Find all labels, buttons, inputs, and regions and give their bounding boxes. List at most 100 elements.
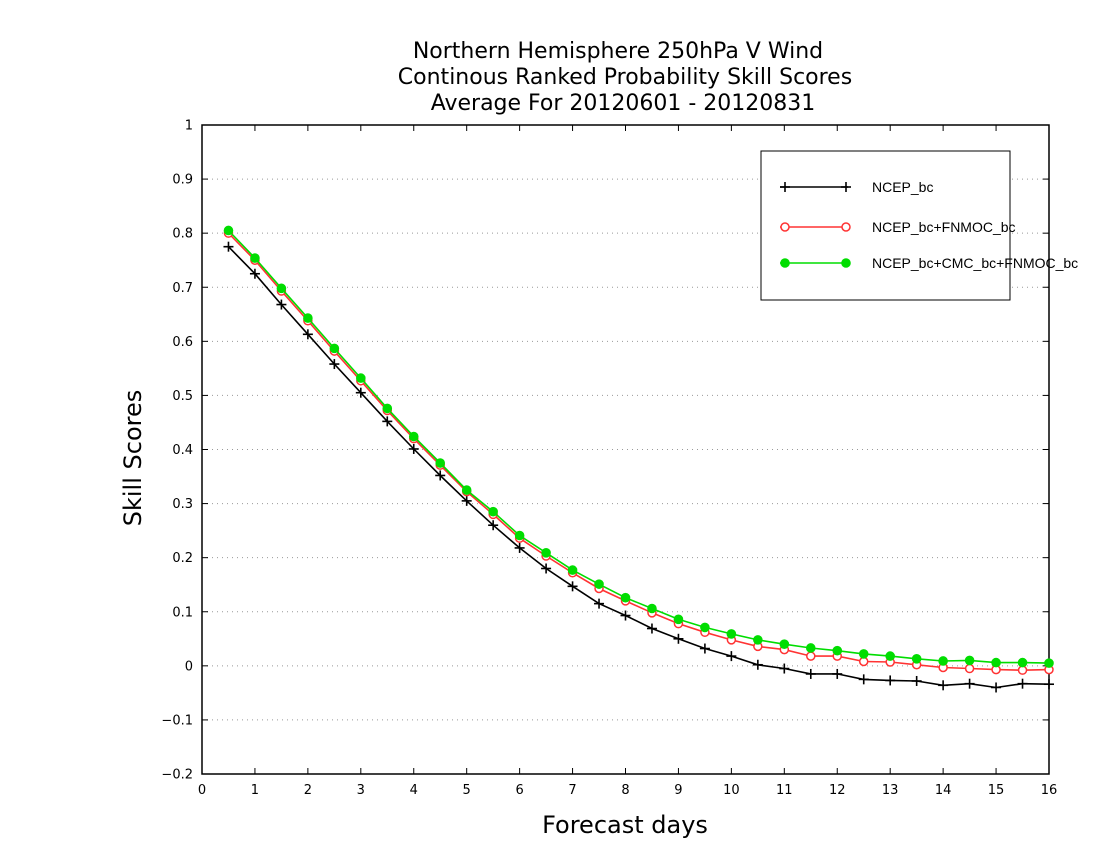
data-point bbox=[964, 678, 975, 689]
y-tick-label: 0.3 bbox=[172, 497, 193, 512]
x-axis-label: Forecast days bbox=[542, 811, 708, 839]
data-point bbox=[276, 283, 287, 294]
data-point bbox=[673, 614, 684, 625]
data-point bbox=[594, 579, 604, 589]
data-point bbox=[355, 387, 366, 398]
data-point bbox=[461, 495, 472, 506]
x-tick-label: 3 bbox=[357, 783, 365, 798]
y-tick-label: −0.1 bbox=[161, 713, 193, 728]
legend-marker bbox=[841, 258, 851, 268]
data-point bbox=[329, 343, 340, 354]
x-tick-label: 8 bbox=[621, 783, 629, 798]
legend-item-1: NCEP_bc+FNMOC_bc bbox=[780, 219, 1016, 235]
data-point bbox=[382, 403, 393, 414]
data-point bbox=[647, 603, 657, 614]
y-tick-label: 0.5 bbox=[172, 389, 193, 404]
data-point bbox=[699, 643, 710, 654]
chart-title-line-2: Continous Ranked Probability Skill Score… bbox=[398, 65, 852, 90]
axis-ticks bbox=[201, 124, 1050, 775]
legend-label: NCEP_bc+CMC_bc+FNMOC_bc bbox=[872, 255, 1078, 271]
data-point bbox=[223, 241, 234, 252]
data-point bbox=[911, 654, 922, 664]
data-point bbox=[435, 458, 446, 468]
x-tick-label: 13 bbox=[882, 783, 899, 798]
x-tick-labels: 0 1 2 3 4 5 6 7 8 9 10 11 12 13 14 15 16 bbox=[198, 783, 1057, 798]
data-point bbox=[911, 675, 922, 686]
data-point bbox=[620, 592, 631, 603]
y-tick-label: 0 bbox=[185, 659, 193, 674]
y-tick-label: 0.2 bbox=[172, 551, 193, 566]
data-point bbox=[1044, 658, 1054, 668]
data-point bbox=[673, 633, 684, 644]
data-point bbox=[488, 520, 499, 531]
x-tick-label: 0 bbox=[198, 783, 206, 798]
data-point bbox=[408, 431, 419, 442]
series-2 bbox=[223, 225, 1054, 668]
data-point bbox=[858, 674, 869, 685]
legend-marker bbox=[841, 182, 851, 192]
data-point bbox=[514, 542, 525, 553]
data-point bbox=[303, 313, 313, 323]
x-tick-label: 4 bbox=[410, 783, 418, 798]
x-tick-label: 16 bbox=[1041, 783, 1058, 798]
x-tick-label: 5 bbox=[463, 783, 471, 798]
data-point bbox=[1017, 678, 1028, 689]
data-point bbox=[805, 643, 816, 653]
data-point bbox=[726, 651, 737, 662]
data-point bbox=[435, 470, 446, 481]
data-point bbox=[726, 629, 737, 639]
data-point bbox=[1044, 679, 1054, 690]
data-point bbox=[938, 656, 948, 666]
chart-title-line-3: Average For 20120601 - 20120831 bbox=[431, 91, 816, 116]
x-tick-label: 10 bbox=[723, 783, 740, 798]
data-point bbox=[885, 651, 895, 661]
series-line-0 bbox=[227, 246, 1050, 689]
y-axis-label: Skill Scores bbox=[119, 390, 147, 527]
y-tick-label: 0.4 bbox=[172, 443, 193, 458]
legend-marker bbox=[841, 222, 851, 232]
x-tick-label: 7 bbox=[568, 783, 576, 798]
series-group bbox=[223, 225, 1054, 693]
data-point bbox=[250, 253, 260, 263]
data-point bbox=[514, 530, 525, 541]
legend-box bbox=[760, 150, 1011, 301]
data-point bbox=[779, 663, 790, 674]
y-tick-label: 1 bbox=[185, 119, 193, 134]
data-point bbox=[752, 659, 763, 670]
x-tick-label: 11 bbox=[776, 783, 793, 798]
data-point bbox=[461, 485, 472, 495]
x-tick-label: 12 bbox=[829, 783, 846, 798]
data-point bbox=[249, 268, 260, 279]
data-point bbox=[964, 655, 975, 666]
data-point bbox=[700, 622, 710, 633]
data-point bbox=[832, 645, 843, 656]
chart-title-line-1: Northern Hemisphere 250hPa V Wind bbox=[413, 39, 823, 64]
data-point bbox=[858, 649, 869, 659]
data-point bbox=[620, 610, 631, 621]
data-point bbox=[567, 565, 578, 575]
data-point bbox=[806, 651, 816, 661]
legend-label: NCEP_bc+FNMOC_bc bbox=[872, 219, 1016, 235]
data-point bbox=[223, 225, 234, 236]
data-point bbox=[832, 668, 843, 679]
data-point bbox=[329, 359, 340, 370]
x-tick-label: 14 bbox=[935, 783, 952, 798]
x-tick-label: 2 bbox=[304, 783, 312, 798]
y-tick-labels: −0.2 −0.1 0 0.1 0.2 0.3 0.4 0.5 0.6 0.7 0.8 0.9 1 bbox=[161, 119, 193, 783]
data-point bbox=[991, 682, 1002, 693]
legend-marker bbox=[780, 258, 790, 268]
data-point bbox=[938, 680, 949, 691]
data-point bbox=[885, 675, 896, 686]
y-tick-label: 0.9 bbox=[172, 173, 193, 188]
y-tick-label: 0.8 bbox=[172, 227, 193, 242]
data-point bbox=[541, 547, 551, 558]
data-point bbox=[805, 668, 816, 679]
y-tick-label: −0.2 bbox=[161, 768, 193, 783]
y-tick-label: 0.6 bbox=[172, 335, 193, 350]
x-tick-label: 1 bbox=[251, 783, 259, 798]
x-tick-label: 6 bbox=[515, 783, 523, 798]
data-point bbox=[302, 329, 313, 340]
legend-item-0: NCEP_bc bbox=[780, 179, 933, 195]
data-point bbox=[276, 299, 287, 310]
